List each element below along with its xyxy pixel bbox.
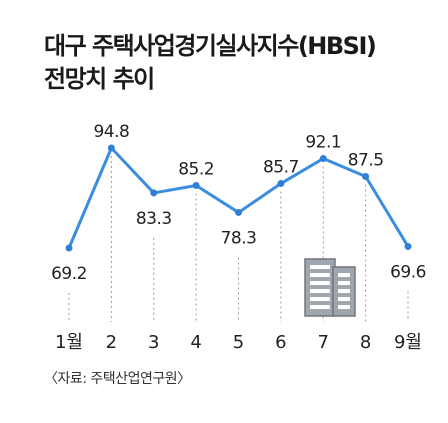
data-point — [235, 208, 242, 216]
building-window — [310, 289, 330, 293]
source-note: 〈자료: 주택산업연구원〉 — [44, 371, 191, 387]
data-point — [107, 144, 115, 152]
building-window — [338, 297, 350, 301]
building-window — [310, 297, 330, 301]
building-window — [310, 265, 330, 269]
value-label: 78.3 — [221, 228, 257, 248]
data-point — [362, 173, 370, 181]
x-axis-label: 1월 — [55, 332, 83, 353]
x-axis-label: 4 — [190, 332, 201, 353]
building-window — [338, 281, 350, 285]
x-axis-label: 6 — [275, 332, 286, 353]
data-point — [404, 242, 412, 250]
data-point — [65, 244, 73, 252]
data-point — [277, 180, 285, 188]
value-label: 85.2 — [178, 160, 214, 180]
value-labels: 69.2 94.8 83.3 85.2 78.3 85.7 92.1 87.5 69.6 — [51, 122, 426, 284]
x-axis-label: 2 — [106, 332, 117, 353]
building-window — [338, 289, 350, 293]
x-axis-label: 5 — [233, 332, 244, 353]
value-label: 94.8 — [93, 122, 129, 142]
x-axis-label: 9월 — [394, 332, 422, 353]
value-label: 69.6 — [390, 262, 426, 282]
x-axis-label: 3 — [148, 332, 159, 353]
building-window — [310, 281, 330, 285]
data-points — [65, 144, 412, 252]
title-line-1: 대구 주택사업경기실사지수(HBSI) — [44, 32, 377, 60]
guide-lines — [68, 156, 409, 322]
data-point — [150, 189, 158, 197]
data-point — [192, 182, 200, 189]
value-label: 85.7 — [263, 158, 299, 178]
x-axis-label: 7 — [318, 332, 329, 353]
value-label: 92.1 — [305, 133, 341, 153]
value-label: 87.5 — [348, 151, 384, 171]
chart-title: 대구 주택사업경기실사지수(HBSI) 전망치 추이 — [44, 30, 377, 96]
x-axis-labels: 1월 2 3 4 5 6 7 8 9월 — [55, 332, 422, 353]
building-window — [338, 305, 350, 309]
data-point — [319, 155, 327, 163]
x-axis-label: 8 — [360, 332, 371, 353]
value-label: 83.3 — [136, 209, 172, 229]
title-line-2: 전망치 추이 — [44, 65, 155, 93]
building-window — [310, 305, 330, 309]
building-window — [310, 273, 330, 277]
building-icon — [304, 258, 356, 317]
value-label: 69.2 — [51, 264, 87, 284]
building-window — [338, 273, 350, 277]
